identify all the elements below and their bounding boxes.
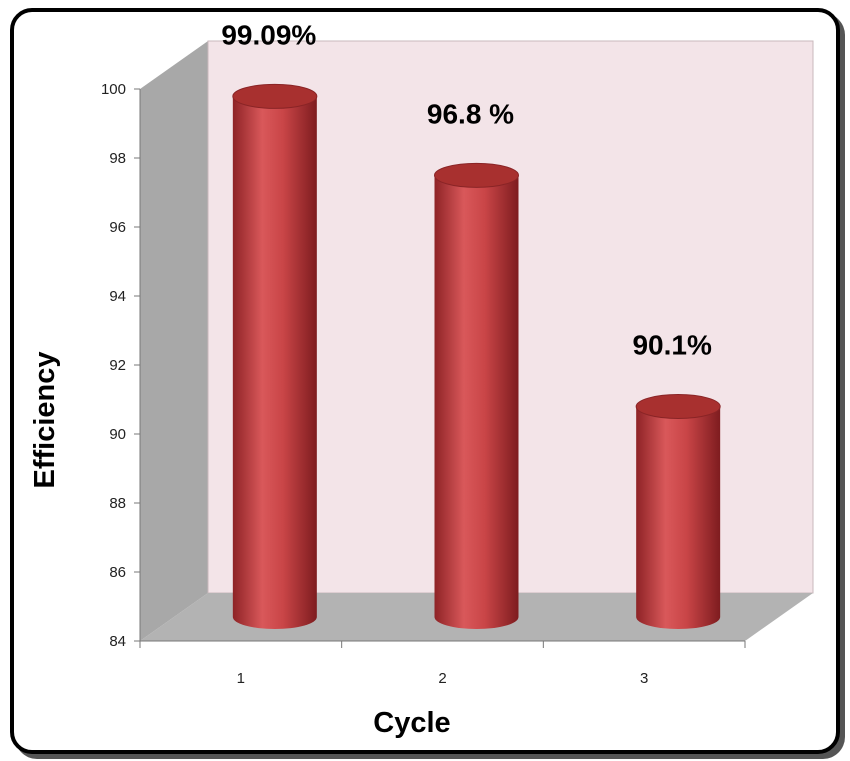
y-tick-label: 96 — [109, 219, 126, 236]
y-tick-label: 86 — [109, 564, 126, 581]
bar-body — [232, 96, 317, 629]
y-tick-label: 94 — [109, 288, 126, 305]
data-label: 90.1% — [632, 330, 711, 361]
y-tick-label: 90 — [109, 426, 126, 443]
x-tick-label: 3 — [640, 670, 648, 687]
bar-body — [434, 175, 519, 629]
bar — [635, 394, 721, 629]
data-label: 99.09% — [221, 19, 316, 50]
bar — [232, 83, 318, 629]
x-tick-label: 2 — [438, 670, 446, 687]
bar-top — [635, 394, 721, 420]
side-wall — [140, 41, 208, 641]
y-tick-label: 100 — [101, 81, 126, 98]
y-tick-label: 88 — [109, 495, 126, 512]
chart-axes: 84 86 88 90 92 94 96 98 100 1 2 3 — [101, 81, 746, 687]
y-tick-label: 84 — [109, 633, 126, 650]
y-tick-label: 98 — [109, 150, 126, 167]
chart-bars — [232, 83, 721, 629]
bar-body — [636, 406, 721, 629]
x-axis-title: Cycle — [373, 707, 450, 739]
chart-labels: 99.09% 96.8 % 90.1% — [221, 19, 712, 360]
bar-top — [232, 83, 318, 109]
data-label: 96.8 % — [427, 98, 514, 129]
bar — [434, 162, 519, 629]
bar-top — [434, 162, 519, 188]
y-axis-title: Efficiency — [29, 352, 61, 489]
y-tick-label: 92 — [109, 357, 126, 374]
x-tick-label: 1 — [237, 670, 245, 687]
